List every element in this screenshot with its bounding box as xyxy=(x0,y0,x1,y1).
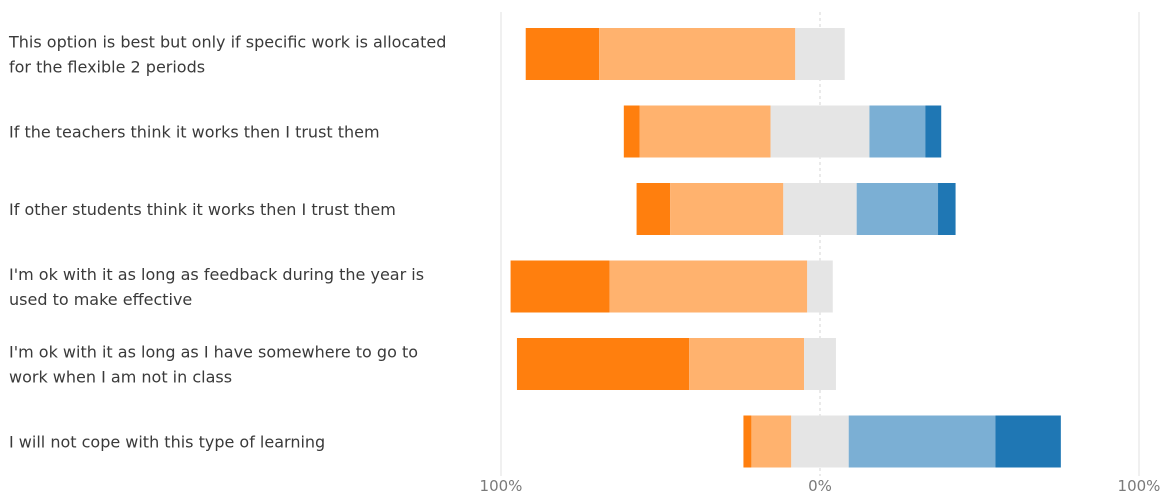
bars-layer xyxy=(510,28,1061,468)
bar-segment-row4-series2 xyxy=(804,338,836,390)
row-label-0-line-0: This option is best but only if specific… xyxy=(8,33,446,52)
bar-segment-row1-series1 xyxy=(639,105,771,158)
bar-segment-row0-series2 xyxy=(795,28,845,80)
row-label-3-line-1: used to make effective xyxy=(9,290,192,309)
row-label-2-line-0: If other students think it works then I … xyxy=(9,200,396,219)
bar-segment-row0-series0 xyxy=(525,28,600,80)
bar-segment-row5-series3 xyxy=(848,415,996,468)
row-label-4-line-1: work when I am not in class xyxy=(9,368,232,387)
bar-segment-row0-series1 xyxy=(599,28,796,80)
bar-segment-row1-series3 xyxy=(869,105,926,158)
x-tick-label-0: 100% xyxy=(480,477,523,493)
bar-segment-row2-series2 xyxy=(783,183,857,235)
bar-segment-row5-series4 xyxy=(995,415,1061,468)
bar-segment-row1-series0 xyxy=(623,105,640,158)
bar-segment-row5-series0 xyxy=(743,415,752,468)
bar-segment-row3-series0 xyxy=(510,260,610,313)
row-label-4-line-0: I'm ok with it as long as I have somewhe… xyxy=(9,343,418,362)
x-tick-label-1: 0% xyxy=(808,477,832,493)
row-label-0-line-1: for the flexible 2 periods xyxy=(9,58,205,77)
row-label-1-line-0: If the teachers think it works then I tr… xyxy=(9,123,380,142)
bar-segment-row3-series1 xyxy=(609,260,808,313)
x-axis-ticks: 100% 0% 100% xyxy=(480,477,1161,493)
row-label-5-line-0: I will not cope with this type of learni… xyxy=(9,433,325,452)
bar-segment-row5-series2 xyxy=(791,415,849,468)
bar-segment-row1-series4 xyxy=(925,105,942,158)
row-labels: This option is best but only if specific… xyxy=(8,33,446,452)
bar-segment-row4-series1 xyxy=(689,338,805,390)
bar-segment-row2-series1 xyxy=(670,183,784,235)
bar-segment-row1-series2 xyxy=(770,105,870,158)
grid-layer xyxy=(500,12,1140,476)
x-tick-label-2: 100% xyxy=(1118,477,1161,493)
bar-segment-row3-series2 xyxy=(807,260,833,313)
bar-segment-row2-series4 xyxy=(938,183,956,235)
bar-segment-row2-series0 xyxy=(636,183,671,235)
bar-segment-row5-series1 xyxy=(751,415,792,468)
row-label-3-line-0: I'm ok with it as long as feedback durin… xyxy=(9,265,424,284)
bar-segment-row4-series0 xyxy=(516,338,690,390)
bar-segment-row2-series3 xyxy=(856,183,939,235)
